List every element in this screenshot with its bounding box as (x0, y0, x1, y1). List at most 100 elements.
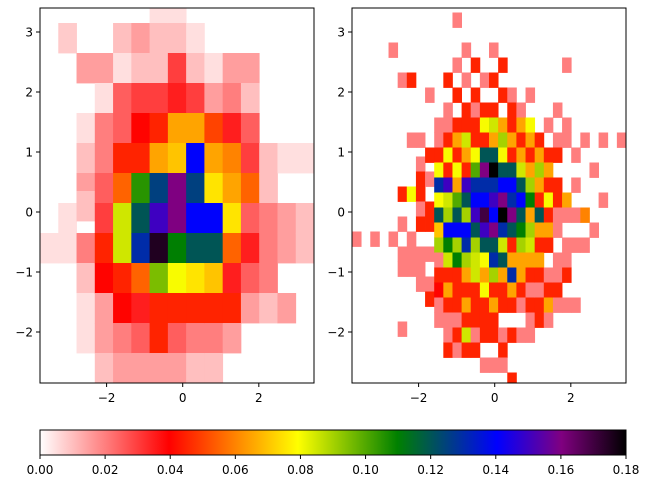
heatmap-cell (489, 72, 499, 88)
x-tick-label: 0 (491, 391, 499, 405)
heatmap-cell (113, 173, 132, 204)
heatmap-cell (498, 237, 508, 253)
heatmap-cell (259, 233, 278, 264)
heatmap-cell (543, 312, 554, 328)
heatmap-cell (571, 207, 581, 223)
heatmap-cell (507, 207, 517, 223)
heatmap-cell (415, 246, 426, 262)
heatmap-cell (562, 297, 572, 313)
y-tick-label: −2 (327, 326, 345, 340)
heatmap-cell (149, 173, 169, 204)
heatmap-cell (562, 132, 572, 148)
heatmap-cell (535, 388, 545, 403)
heatmap-cell (562, 117, 572, 133)
heatmap-cell (452, 252, 462, 268)
heatmap-cell (204, 53, 224, 84)
heatmap-cell (76, 53, 96, 84)
heatmap-cell (470, 252, 481, 268)
colorbar-frame (39, 429, 627, 456)
heatmap-cell (131, 53, 150, 84)
heatmap-cell (443, 327, 453, 343)
heatmap-cell (452, 237, 462, 253)
heatmap-cell (204, 263, 224, 294)
heatmap-cell (94, 203, 114, 234)
heatmap-cell (415, 261, 426, 277)
heatmap-cell (507, 132, 517, 148)
heatmap-cell (434, 117, 444, 133)
heatmap-cell (434, 312, 444, 328)
heatmap-cell (204, 383, 223, 413)
histogram-cells (352, 12, 626, 403)
heatmap-cell (543, 147, 554, 163)
heatmap-cell (552, 102, 563, 118)
heatmap-cell (443, 342, 453, 358)
heatmap-cell (516, 282, 526, 298)
heatmap-cell (406, 246, 417, 262)
colorbar-tick-label: 0.00 (27, 463, 54, 477)
heatmap-cell (94, 323, 114, 354)
heatmap-cell (434, 192, 444, 208)
heatmap-cell (552, 207, 563, 223)
heatmap-cell (516, 162, 526, 178)
heatmap-cell (479, 72, 490, 88)
heatmap-cell (406, 231, 417, 247)
heatmap-cell (131, 203, 150, 234)
y-tick-label: 0 (25, 206, 33, 220)
heatmap-cell (489, 222, 499, 238)
heatmap-cell (525, 177, 536, 193)
heatmap-cell (498, 162, 508, 178)
heatmap-cell (470, 222, 481, 238)
heatmap-cell (186, 293, 205, 324)
heatmap-cell (186, 323, 205, 354)
heatmap-cell (552, 192, 563, 208)
heatmap-cell (434, 222, 444, 238)
heatmap-cell (259, 293, 278, 324)
heatmap-cell (406, 132, 417, 148)
heatmap-cell (479, 162, 490, 178)
heatmap-cell (186, 173, 205, 204)
heatmap-cell (131, 113, 150, 144)
heatmap-cell (516, 267, 526, 283)
heatmap-cell (562, 207, 572, 223)
heatmap-cell (58, 203, 77, 234)
heatmap-cell (461, 162, 472, 178)
heatmap-cell (479, 237, 490, 253)
heatmap-cell (470, 117, 481, 133)
heatmap-cell (415, 201, 426, 217)
heatmap-cell (525, 162, 536, 178)
heatmap-cell (562, 252, 572, 268)
heatmap-cell (516, 237, 526, 253)
heatmap-cell (479, 117, 490, 133)
heatmap-cell (534, 312, 545, 328)
heatmap-cell (507, 297, 517, 313)
heatmap-cell (479, 282, 490, 298)
heatmap-cell (479, 297, 490, 313)
heatmap-cell (131, 23, 150, 54)
heatmap-cell (149, 293, 169, 324)
heatmap-cell (94, 233, 114, 264)
heatmap-cell (543, 207, 554, 223)
heatmap-cell (461, 327, 472, 343)
heatmap-cell (425, 246, 435, 262)
heatmap-cell (76, 113, 96, 144)
heatmap-cell (76, 263, 96, 294)
heatmap-cell (525, 252, 536, 268)
heatmap-cell (113, 353, 132, 383)
heatmap-cell (167, 23, 187, 54)
heatmap-cell (222, 233, 242, 264)
heatmap-cell (167, 233, 187, 264)
heatmap-cell (452, 57, 462, 73)
heatmap-cell (562, 237, 572, 253)
heatmap-cell (525, 117, 536, 133)
heatmap-cell (470, 57, 481, 73)
heatmap-cell (489, 42, 499, 58)
heatmap-cell (534, 207, 545, 223)
heatmap-cell (406, 72, 417, 88)
heatmap-cell (425, 171, 435, 187)
heatmap-cell (525, 132, 536, 148)
heatmap-cell (479, 327, 490, 343)
heatmap-cell (507, 237, 517, 253)
heatmap-cell (461, 132, 472, 148)
heatmap-cell (507, 117, 517, 133)
heatmap-cell (461, 102, 472, 118)
